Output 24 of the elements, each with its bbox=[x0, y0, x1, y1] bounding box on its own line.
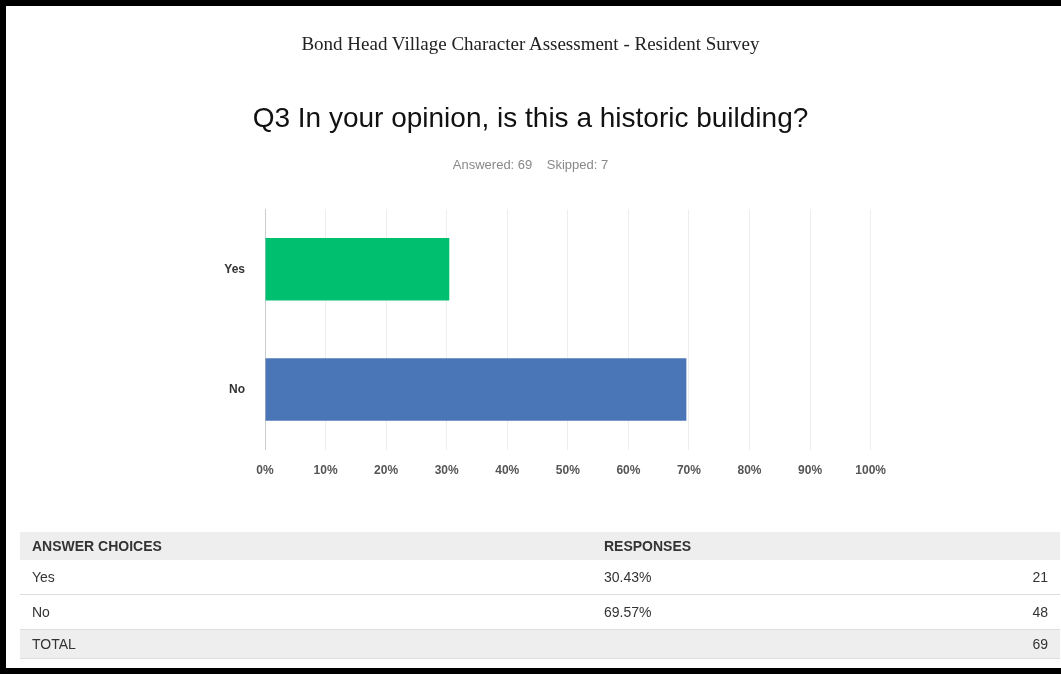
text: 69 bbox=[996, 629, 1060, 659]
x-tick-label: 20% bbox=[374, 463, 399, 478]
chart-title: Q3 In your opinion, is this a historic building? bbox=[251, 102, 810, 134]
category-label: Yes bbox=[32, 569, 55, 585]
text: 30.43% bbox=[592, 560, 996, 595]
x-tick-label: 40% bbox=[495, 463, 520, 478]
text: TOTAL bbox=[20, 629, 592, 659]
x-tick-label: 0% bbox=[256, 463, 274, 478]
x-tick-label: 60% bbox=[616, 463, 641, 478]
x-tick-label: 70% bbox=[676, 463, 702, 478]
x-tick-label: 10% bbox=[313, 463, 338, 478]
text: RESPONSES bbox=[592, 532, 996, 560]
text: 21 bbox=[996, 560, 1060, 595]
text: ANSWER CHOICES bbox=[20, 532, 592, 560]
x-tick-label: 80% bbox=[737, 463, 762, 478]
category-label: No bbox=[32, 604, 50, 620]
x-tick-label: 100% bbox=[855, 463, 887, 478]
x-tick-label: 90% bbox=[798, 463, 823, 478]
x-tick-label: 50% bbox=[555, 463, 581, 478]
text: 69.57% bbox=[592, 594, 996, 630]
x-tick-label: 30% bbox=[434, 463, 460, 478]
chart-subtitle: Answered: 69 Skipped: 7 bbox=[451, 157, 610, 172]
text: Bond Head Village Character Assessment - Resident Survey bbox=[300, 33, 761, 55]
text: 48 bbox=[996, 594, 1060, 630]
